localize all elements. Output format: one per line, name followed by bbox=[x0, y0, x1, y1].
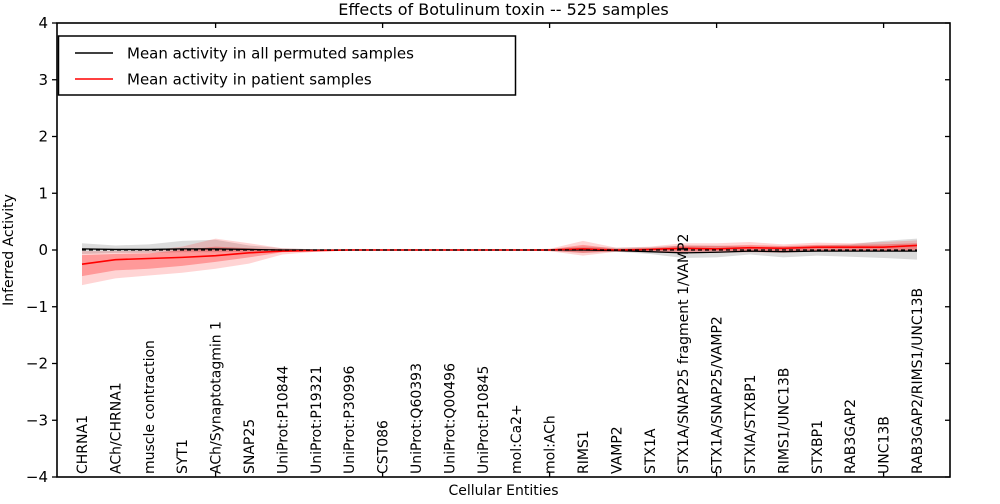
x-category-label: UNC13B bbox=[877, 416, 893, 474]
y-tick-label: −2 bbox=[26, 355, 48, 373]
patient-mean-line bbox=[81, 244, 918, 265]
x-category-label: UniProt:P19321 bbox=[309, 366, 325, 474]
y-tick-label: 3 bbox=[38, 71, 48, 89]
x-category-label: VAMP2 bbox=[609, 426, 625, 474]
x-category-label: mol:ACh bbox=[543, 415, 559, 474]
x-axis-label: Cellular Entities bbox=[448, 483, 558, 499]
x-category-label: ACh/Synaptotagmin 1 bbox=[209, 321, 225, 474]
y-tick-label: 4 bbox=[38, 14, 48, 32]
x-category-label: ACh/CHRNA1 bbox=[108, 382, 124, 474]
x-category-label: UniProt:P10845 bbox=[476, 366, 492, 474]
x-category-label: RIMS1/UNC13B bbox=[776, 368, 792, 474]
x-category-label: STX1A/SNAP25 fragment 1/VAMP2 bbox=[676, 234, 692, 474]
y-tick-label: −1 bbox=[26, 298, 48, 316]
x-category-label: UniProt:Q60393 bbox=[409, 363, 425, 474]
legend-box bbox=[57, 35, 517, 96]
x-category-label: UniProt:P10844 bbox=[275, 366, 291, 474]
y-axis-label: Inferred Activity bbox=[1, 194, 17, 306]
x-category-label: SYT1 bbox=[175, 439, 191, 474]
permuted-samples-confidence-band bbox=[82, 238, 917, 260]
plot-border bbox=[56, 22, 951, 478]
y-tick-label: −4 bbox=[26, 468, 48, 486]
x-category-label: RAB3GAP2/RIMS1/UNC13B bbox=[910, 288, 926, 474]
y-tick-label: 2 bbox=[38, 128, 48, 146]
x-category-label: STX1A bbox=[643, 428, 659, 474]
legend-label-patient: Mean activity in patient samples bbox=[127, 71, 372, 89]
y-tick-label: −3 bbox=[26, 411, 48, 429]
x-category-label: STXBP1 bbox=[810, 420, 826, 474]
x-category-label: CHRNA1 bbox=[75, 415, 91, 474]
x-category-label: UniProt:P30996 bbox=[342, 366, 358, 474]
x-category-label: STX1A/SNAP25/VAMP2 bbox=[710, 316, 726, 474]
x-category-label: RIMS1 bbox=[576, 430, 592, 474]
x-category-label: mol:Ca2+ bbox=[509, 404, 525, 474]
x-category-label: STXIA/STXBP1 bbox=[743, 375, 759, 474]
x-category-label: UniProt:Q00496 bbox=[442, 363, 458, 474]
y-tick-label: 1 bbox=[38, 184, 48, 202]
y-tick-label: 0 bbox=[38, 241, 48, 259]
x-category-label: CST086 bbox=[376, 420, 392, 474]
legend-label-permuted: Mean activity in all permuted samples bbox=[127, 45, 414, 63]
x-category-label: RAB3GAP2 bbox=[843, 399, 859, 474]
chart-title: Effects of Botulinum toxin -- 525 sample… bbox=[338, 0, 668, 19]
x-category-label: muscle contraction bbox=[142, 340, 158, 474]
x-category-label: SNAP25 bbox=[242, 419, 258, 474]
